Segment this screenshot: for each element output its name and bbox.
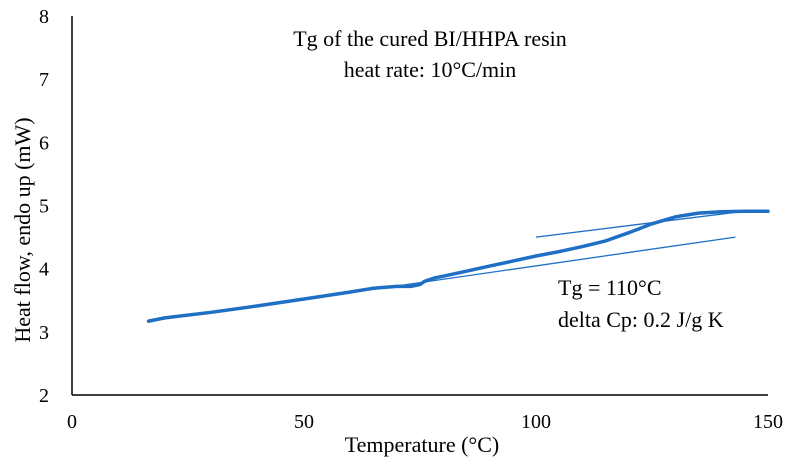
- series-line-1: [146, 209, 770, 323]
- x-tick-labels: 0 50 100 150: [67, 411, 783, 433]
- y-tick-label: 5: [39, 196, 49, 218]
- y-tick-label: 3: [39, 322, 49, 344]
- tangent-line-1: [350, 236, 736, 294]
- tangent-line-2: [535, 210, 745, 238]
- y-tick-label: 8: [39, 6, 49, 28]
- y-tick-label: 7: [39, 69, 49, 91]
- x-axis-title: Temperature (°C): [345, 432, 499, 457]
- chart-title-line-2: heat rate: 10°C/min: [344, 57, 517, 82]
- chart-title-line-1: Tg of the cured BI/HHPA resin: [293, 26, 567, 51]
- plot-area: 0 50 100 150 2 3 4 5 6 7 8: [39, 6, 783, 433]
- x-tick-label: 150: [753, 411, 783, 433]
- x-tick-label: 50: [294, 411, 314, 433]
- y-tick-label: 6: [39, 132, 49, 154]
- x-tick-label: 0: [67, 411, 77, 433]
- y-tick-label: 2: [39, 385, 49, 407]
- y-tick-labels: 2 3 4 5 6 7 8: [39, 6, 49, 407]
- x-tick-label: 100: [521, 411, 551, 433]
- series-group: [146, 209, 770, 323]
- tg-annotation: Tg = 110°C: [558, 275, 662, 300]
- y-tick-label: 4: [39, 259, 49, 281]
- y-axis-title: Heat flow, endo up (mW): [10, 117, 35, 342]
- tangent-lines: [350, 210, 745, 294]
- delta-cp-annotation: delta Cp: 0.2 J/g K: [558, 307, 724, 332]
